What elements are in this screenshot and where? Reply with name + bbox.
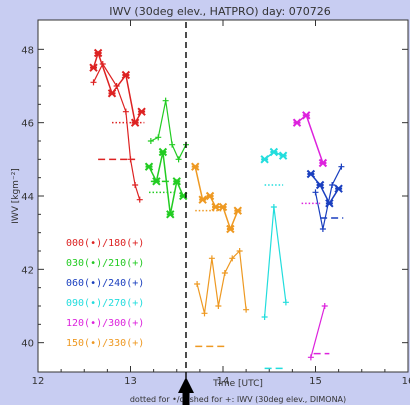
plus-data-point [155,134,162,141]
legend-entry: 060(•)/240(+) [66,278,144,289]
bullet-data-point [89,63,98,72]
bullet-data-point [306,169,316,179]
x-tick-label: 12 [32,376,45,387]
plus-data-point [169,141,176,148]
pointer-arrow-stem [182,392,190,405]
plus-data-point [122,108,129,115]
series-4 [292,111,330,361]
plus-data-point [201,310,208,317]
plus-data-point [243,306,250,313]
data-series [89,48,345,370]
x-tick-label: 16 [402,376,410,387]
bullet-data-point [318,158,328,168]
y-tick-label: 40 [21,339,34,350]
plus-data-point [307,354,314,361]
plus-data-point [99,61,106,67]
axis-ticks: 12 13 14 15 16 40 42 44 46 48 [21,20,410,387]
x-tick-label: 15 [309,376,322,387]
bullet-data-point [166,210,175,219]
chart-title: IWV (30deg elev., HATPRO) day: 070726 [109,5,330,18]
bullet-data-point [121,70,131,80]
legend-entry: 150(•)/330(+) [66,338,144,349]
plot-area [37,19,409,373]
bullet-data-point [198,195,207,204]
y-tick-label: 48 [21,45,34,56]
bullet-data-point [226,224,235,234]
plus-data-point [90,79,97,86]
plus-data-point [229,255,236,262]
bullet-data-point [205,191,215,201]
bullet-data-point [302,111,311,120]
x-tick-label: 13 [124,376,137,387]
series-5 [191,162,250,348]
plus-data-point [221,270,228,276]
bullet-data-point [315,180,325,190]
plus-data-point [282,299,289,306]
plus-data-point [236,248,243,254]
plus-data-point [270,204,277,210]
plus-series-line [310,305,326,358]
bullet-data-point [172,177,181,186]
legend-entry: 090(•)/270(+) [66,298,144,309]
legend-entry: 120(•)/300(+) [66,318,144,329]
legend-entry: 030(•)/210(+) [66,258,144,269]
plus-data-point [147,138,154,144]
pointer-arrow-icon [178,377,194,393]
plus-data-point [215,303,222,309]
bullet-series-line [310,173,340,205]
x-axis-label: Time [UTC] [212,379,263,389]
plus-data-point [338,163,345,170]
bullet-data-point [137,107,146,116]
plus-data-point [136,196,143,203]
plus-data-point [261,314,268,320]
plus-data-point [312,189,319,196]
plus-data-point [175,156,182,163]
plus-data-point [194,281,201,287]
y-axis-label: IWV [kgm⁻²] [11,168,21,224]
y-tick-label: 42 [21,265,34,276]
plus-data-point [132,182,139,188]
plus-series-line [314,166,342,230]
bullet-data-point [144,162,154,171]
bullet-data-point [325,199,334,208]
bullet-data-point [233,206,243,215]
time-marker [178,22,194,405]
bullet-data-point [211,202,220,212]
plus-data-point [162,97,169,104]
y-tick-label: 44 [21,192,34,203]
legend-entry: 000(•)/180(+) [66,238,144,249]
bullet-data-point [158,147,168,157]
plus-data-point [113,83,120,89]
bullet-data-point [218,202,228,212]
plus-data-point [329,182,336,188]
bullet-data-point [278,151,288,160]
plus-series-line [196,249,247,314]
bullet-data-point [269,147,279,157]
x-tick-label: 14 [217,376,230,387]
series-2 [306,163,345,232]
series-0 [89,48,146,203]
bullet-data-point [260,155,269,164]
legend: 000(•)/180(+) 030(•)/210(+) 060(•)/240(+) 0… [66,238,144,349]
plus-data-point [319,226,326,232]
bullet-data-point [107,89,117,98]
y-tick-label: 46 [21,119,34,130]
chart-footer-note: dotted for •/dashed for +: IWV (30deg el… [130,395,346,404]
bullet-data-point [292,118,302,127]
plus-data-point [321,303,328,309]
series-1 [144,97,189,219]
series-3 [260,147,289,370]
bullet-data-point [93,48,103,58]
plus-data-point [208,255,215,262]
bullet-data-point [191,162,200,171]
bullet-data-point [334,184,343,193]
